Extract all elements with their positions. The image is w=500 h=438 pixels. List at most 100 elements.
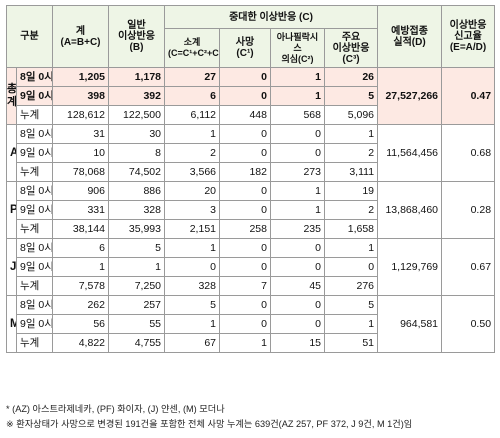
cell-death: 0 xyxy=(219,238,271,258)
cell-subtotal: 1 xyxy=(164,314,220,334)
cell-subtotal: 20 xyxy=(164,181,220,201)
cell-subtotal: 328 xyxy=(164,276,220,296)
cell-general: 1 xyxy=(108,257,165,277)
header-total: 계 (A=B+C) xyxy=(52,5,109,68)
cell-major: 1 xyxy=(323,124,379,144)
header-anaphylaxis: 아나필락시스 의심(C²) xyxy=(270,28,325,68)
cell-major: 3,111 xyxy=(323,162,379,182)
table-header: 구분 계 (A=B+C) 일반 이상반응 (B) 중대한 이상반응 (C) 예방… xyxy=(6,5,496,68)
cell-death: 0 xyxy=(219,67,271,87)
footnotes: * (AZ) 아스트라제네카, (PF) 화이자, (J) 얀센, (M) 모더… xyxy=(6,402,496,432)
cell-major: 1 xyxy=(323,238,379,258)
cell-general: 392 xyxy=(108,86,165,106)
cell-subtotal: 67 xyxy=(164,333,220,353)
cell-major: 5 xyxy=(323,295,379,315)
table-row: 누계 7,578 7,250 328 7 45 276 xyxy=(7,276,495,296)
cell-general: 328 xyxy=(108,200,165,220)
cell-rate: 0.50 xyxy=(441,295,496,353)
cell-death: 0 xyxy=(219,143,271,163)
row-label: 9일 0시 xyxy=(16,200,53,220)
cell-major: 276 xyxy=(323,276,379,296)
vaccine-label: 총계 xyxy=(6,67,17,125)
cell-anaphylaxis: 1 xyxy=(270,67,325,87)
cell-anaphylaxis: 0 xyxy=(270,257,325,277)
cell-general: 7,250 xyxy=(108,276,165,296)
cell-death: 0 xyxy=(219,181,271,201)
table-row: 누계 38,144 35,993 2,151 258 235 1,658 xyxy=(7,219,495,239)
cell-anaphylaxis: 0 xyxy=(270,295,325,315)
cell-death: 0 xyxy=(219,86,271,106)
table-body: 총계 8일 0시 1,205 1,178 27 0 1 26 27,527,266 0.47 9일 … xyxy=(6,67,496,353)
cell-death: 448 xyxy=(219,105,271,125)
header-death: 사망 (C¹) xyxy=(219,28,271,68)
header-serious: 중대한 이상반응 (C) xyxy=(163,5,379,29)
vaccine-label: AZ xyxy=(6,124,17,182)
cell-subtotal: 6,112 xyxy=(164,105,220,125)
header-vaccinations: 예방접종 실적(D) xyxy=(377,5,443,68)
row-label: 9일 0시 xyxy=(16,314,53,334)
cell-anaphylaxis: 235 xyxy=(270,219,325,239)
cell-vaccinations: 964,581 xyxy=(377,295,443,353)
cell-general: 8 xyxy=(108,143,165,163)
adverse-reaction-table: 구분 계 (A=B+C) 일반 이상반응 (B) 중대한 이상반응 (C) 예방… xyxy=(6,5,496,353)
table-row: 9일 0시 398 392 6 0 1 5 xyxy=(7,86,495,106)
cell-vaccinations: 1,129,769 xyxy=(377,238,443,296)
cell-total: 128,612 xyxy=(52,105,109,125)
row-label: 8일 0시 xyxy=(16,181,53,201)
cell-death: 7 xyxy=(219,276,271,296)
cell-total: 31 xyxy=(52,124,109,144)
cell-vaccinations: 13,868,460 xyxy=(377,181,443,239)
table-row: 9일 0시 10 8 2 0 0 2 xyxy=(7,143,495,163)
cell-total: 1 xyxy=(52,257,109,277)
table-row: 누계 4,822 4,755 67 1 15 51 xyxy=(7,333,495,353)
table-row: 9일 0시 1 1 0 0 0 0 xyxy=(7,257,495,277)
cell-death: 1 xyxy=(219,333,271,353)
header-gubun: 구분 xyxy=(6,5,53,68)
cell-subtotal: 1 xyxy=(164,238,220,258)
table-row: 9일 0시 56 55 1 0 0 1 xyxy=(7,314,495,334)
row-label: 8일 0시 xyxy=(16,238,53,258)
cell-total: 7,578 xyxy=(52,276,109,296)
row-label: 9일 0시 xyxy=(16,257,53,277)
cell-subtotal: 2 xyxy=(164,143,220,163)
header-subtotal: 소계 (C=C¹+C²+C³) xyxy=(164,28,220,68)
cell-major: 1,658 xyxy=(323,219,379,239)
cell-major: 26 xyxy=(323,67,379,87)
cell-general: 886 xyxy=(108,181,165,201)
cell-total: 38,144 xyxy=(52,219,109,239)
row-label: 누계 xyxy=(16,219,53,239)
table-row: 9일 0시 331 328 3 0 1 2 xyxy=(7,200,495,220)
cell-death: 0 xyxy=(219,257,271,277)
cell-total: 4,822 xyxy=(52,333,109,353)
row-label: 누계 xyxy=(16,333,53,353)
cell-major: 2 xyxy=(323,143,379,163)
cell-death: 0 xyxy=(219,314,271,334)
cell-general: 4,755 xyxy=(108,333,165,353)
cell-general: 257 xyxy=(108,295,165,315)
cell-anaphylaxis: 0 xyxy=(270,314,325,334)
row-label: 누계 xyxy=(16,162,53,182)
cell-anaphylaxis: 1 xyxy=(270,200,325,220)
cell-death: 0 xyxy=(219,295,271,315)
cell-total: 6 xyxy=(52,238,109,258)
cell-death: 0 xyxy=(219,200,271,220)
cell-anaphylaxis: 15 xyxy=(270,333,325,353)
cell-general: 55 xyxy=(108,314,165,334)
cell-anaphylaxis: 0 xyxy=(270,143,325,163)
cell-subtotal: 27 xyxy=(164,67,220,87)
cell-general: 30 xyxy=(108,124,165,144)
cell-anaphylaxis: 0 xyxy=(270,124,325,144)
cell-major: 5 xyxy=(323,86,379,106)
row-label: 누계 xyxy=(16,276,53,296)
header-rate: 이상반응 신고율 (E=A/D) xyxy=(441,5,496,68)
row-label: 9일 0시 xyxy=(16,143,53,163)
cell-major: 19 xyxy=(323,181,379,201)
cell-subtotal: 5 xyxy=(164,295,220,315)
cell-major: 2 xyxy=(323,200,379,220)
table-row: 누계 128,612 122,500 6,112 448 568 5,096 xyxy=(7,105,495,125)
row-label: 8일 0시 xyxy=(16,295,53,315)
